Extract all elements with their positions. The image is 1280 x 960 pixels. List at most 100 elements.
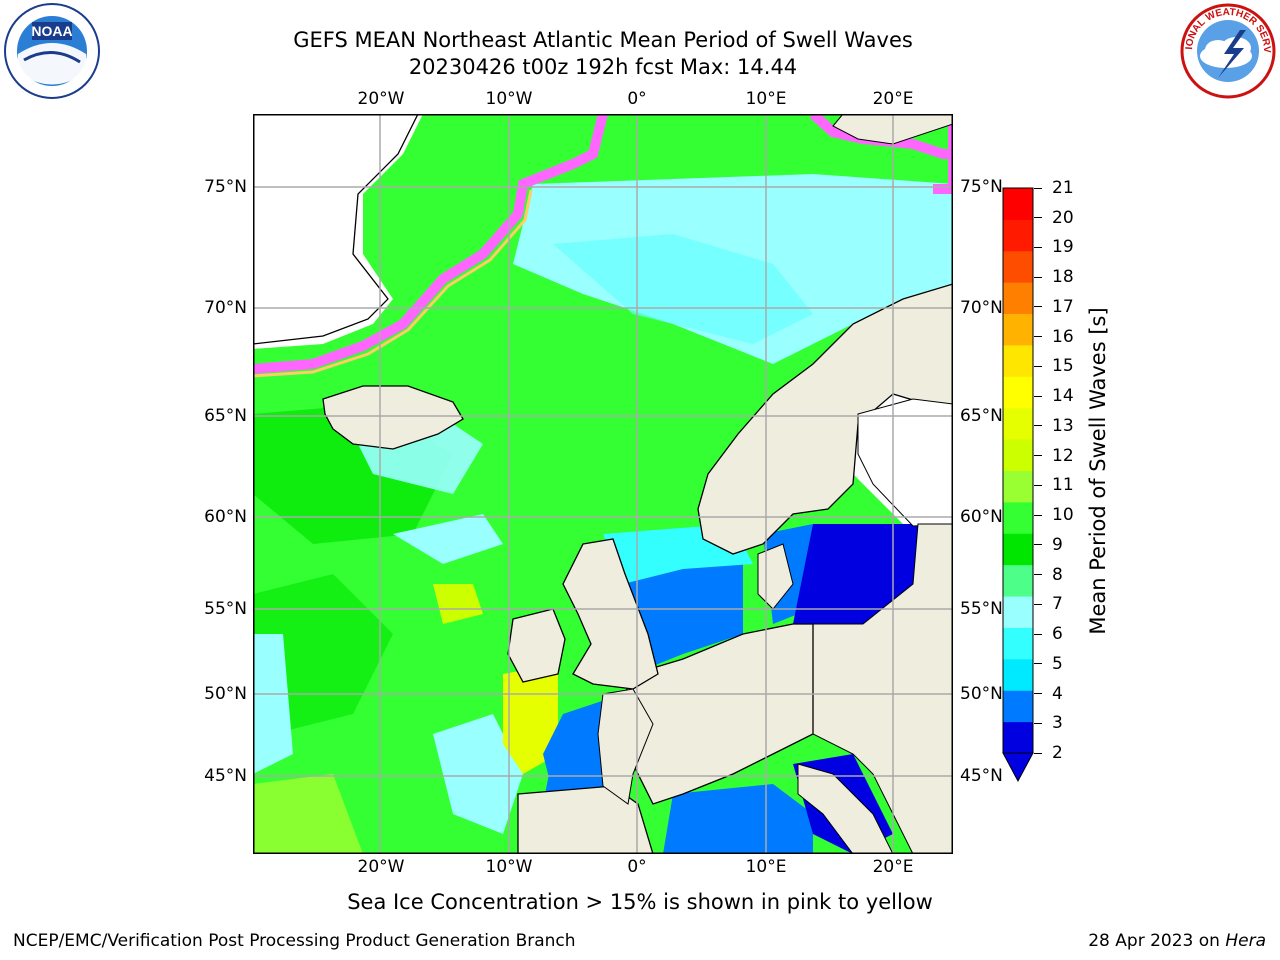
colorbar-tick-mark [1034,484,1042,486]
noaa-logo-text: NOAA [31,23,72,39]
iceland [322,385,464,450]
colorbar-tick-label: 4 [1052,683,1063,704]
colorbar-extend-arrow [1002,752,1034,783]
colorbar-tick-label: 7 [1052,594,1063,615]
colorbar-tick-mark [1034,217,1042,219]
footer-credit: NCEP/EMC/Verification Post Processing Pr… [13,931,576,951]
colorbar-segment [1003,690,1033,723]
colorbar-tick-label: 18 [1052,267,1074,288]
colorbar-segment [1003,533,1033,566]
colorbar-segment [1003,470,1033,503]
colorbar-tick-mark [1034,722,1042,724]
ireland [507,608,566,683]
colorbar-tick-mark [1034,752,1042,754]
colorbar-segment [1003,282,1033,315]
lat-label-left-50n: 50°N [204,684,247,704]
colorbar-tick-label: 19 [1052,237,1074,258]
colorbar-tick-label: 11 [1052,475,1074,496]
colorbar-segment [1003,344,1033,377]
colorbar-tick-mark [1034,544,1042,546]
colorbar-tick-mark [1034,514,1042,516]
colorbar-segment [1003,313,1033,346]
lat-label-right-50n: 50°N [960,684,1003,704]
chart-subtitle: 20230426 t00z 192h fcst Max: 14.44 [408,55,798,79]
colorbar-segment [1003,407,1033,440]
colorbar-tick-label: 8 [1052,564,1063,585]
colorbar-tick-mark [1034,574,1042,576]
colorbar-segment [1003,658,1033,691]
colorbar-tick-mark [1034,276,1042,278]
colorbar-tick-label: 21 [1052,178,1074,198]
lat-label-right-45n: 45°N [960,766,1003,786]
colorbar-tick-label: 20 [1052,207,1074,228]
colorbar-tick-label: 17 [1052,296,1074,317]
colorbar [1002,187,1034,783]
colorbar-tick-mark [1034,306,1042,308]
lat-label-right-75n: 75°N [960,177,1003,197]
chart-title: GEFS MEAN Northeast Atlantic Mean Period… [293,28,913,52]
footer-date: 28 Apr 2023 on Hera [1088,931,1266,951]
colorbar-tick-mark [1034,663,1042,665]
colorbar-tick-mark [1034,693,1042,695]
sea-ice-edge [253,114,608,374]
sea-ice-caption: Sea Ice Concentration > 15% is shown in … [347,890,933,914]
lon-label-bottom-0: 0° [627,857,647,877]
colorbar-frame [1002,187,1034,754]
lon-label-top-10e: 10°E [745,89,787,109]
noaa-logo: NOAA [4,3,100,99]
colorbar-segment [1003,501,1033,534]
lat-label-left-45n: 45°N [204,766,247,786]
colorbar-tick-mark [1034,187,1042,189]
biscay-yellow-zone [503,664,558,774]
lon-label-bottom-10w: 10°W [485,857,533,877]
map-panel [253,114,953,854]
lon-label-bottom-10e: 10°E [745,857,787,877]
colorbar-tick-label: 12 [1052,445,1074,466]
colorbar-tick-label: 6 [1052,624,1063,645]
colorbar-tick-label: 9 [1052,534,1063,555]
lon-label-top-20e: 20°E [872,89,914,109]
footer-date-text: 28 Apr 2023 on [1088,931,1226,951]
colorbar-tick-mark [1034,336,1042,338]
lat-label-left-75n: 75°N [204,177,247,197]
lon-label-top-10w: 10°W [485,89,533,109]
colorbar-tick-label: 10 [1052,505,1074,526]
colorbar-tick-mark [1034,365,1042,367]
colorbar-tick-label: 5 [1052,653,1063,674]
lon-label-top-0: 0° [627,89,647,109]
graticule [253,114,953,854]
colorbar-tick-mark [1034,603,1042,605]
colorbar-segment [1003,376,1033,409]
colorbar-tick-mark [1034,633,1042,635]
colorbar-tick-label: 3 [1052,713,1063,734]
iberia [517,785,654,854]
colorbar-tick-label: 16 [1052,326,1074,347]
map-frame [253,114,953,854]
lon-label-bottom-20e: 20°E [872,857,914,877]
colorbar-tick-mark [1034,455,1042,457]
colorbar-segment [1003,219,1033,252]
lon-label-top-20w: 20°W [357,89,405,109]
colorbar-tick-mark [1034,395,1042,397]
lon-label-bottom-20w: 20°W [357,857,405,877]
colorbar-segment [1003,439,1033,471]
colorbar-tick-mark [1034,425,1042,427]
colorbar-segment [1003,564,1033,597]
nws-logo: NATIONAL WEATHER SERVICE [1178,2,1276,99]
colorbar-segment [1003,596,1033,628]
colorbar-tick-label: 14 [1052,386,1074,407]
colorbar-tick-mark [1034,246,1042,248]
lat-label-right-70n: 70°N [960,298,1003,318]
mediterranean-blue [663,784,813,854]
lat-label-right-60n: 60°N [960,507,1003,527]
colorbar-segment [1003,188,1033,220]
lat-label-right-65n: 65°N [960,406,1003,426]
colorbar-tick-label: 2 [1052,743,1063,763]
colorbar-segment [1003,721,1033,754]
lat-label-left-60n: 60°N [204,507,247,527]
lat-label-right-55n: 55°N [960,599,1003,619]
colorbar-segment [1003,250,1033,283]
colorbar-label: Mean Period of Swell Waves [s] [1086,307,1110,635]
lat-label-left-70n: 70°N [204,298,247,318]
colorbar-tick-label: 15 [1052,356,1074,377]
